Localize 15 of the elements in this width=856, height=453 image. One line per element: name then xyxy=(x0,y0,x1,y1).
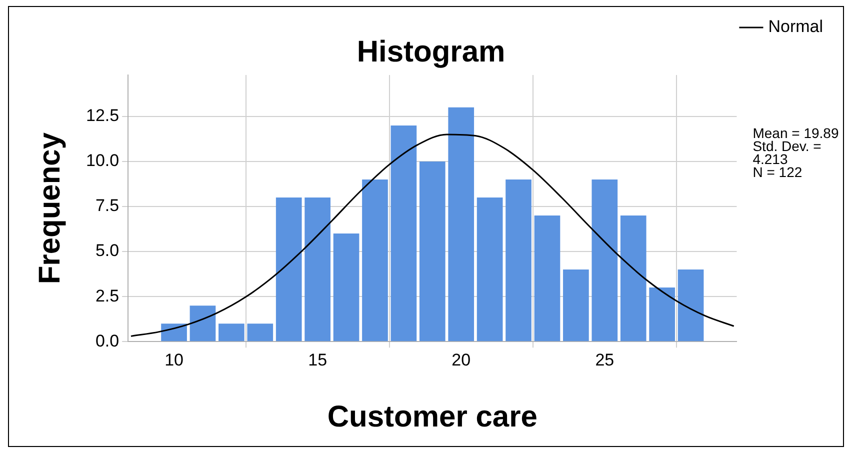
x-tick-label: 20 xyxy=(452,350,471,370)
y-tick-label: 2.5 xyxy=(95,286,120,306)
y-tick-label: 7.5 xyxy=(95,196,120,216)
x-tick-label: 10 xyxy=(164,350,184,370)
y-tick-label: 0.0 xyxy=(95,331,120,350)
y-tick-label: 10.0 xyxy=(86,151,120,170)
x-axis-title: Customer care xyxy=(327,400,538,434)
x-tick-label: 25 xyxy=(595,350,614,370)
chart-title: Histogram xyxy=(356,35,506,68)
y-axis-title: Frequency xyxy=(33,132,66,284)
legend-label: Normal xyxy=(768,17,824,36)
y-tick-label: 5.0 xyxy=(95,241,120,260)
y-tick-label: 12.5 xyxy=(86,106,120,126)
x-tick-label: 15 xyxy=(308,350,328,370)
line-series xyxy=(130,134,735,337)
